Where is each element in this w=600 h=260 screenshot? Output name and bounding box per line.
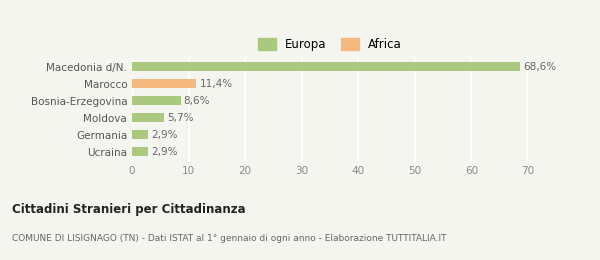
Text: 68,6%: 68,6% xyxy=(523,62,556,72)
Legend: Europa, Africa: Europa, Africa xyxy=(254,34,406,54)
Bar xyxy=(132,79,196,88)
Text: 2,9%: 2,9% xyxy=(151,147,178,157)
Bar xyxy=(132,62,520,71)
Text: 8,6%: 8,6% xyxy=(184,96,210,106)
Text: 11,4%: 11,4% xyxy=(199,79,232,89)
Bar xyxy=(132,96,181,105)
Bar xyxy=(132,113,164,122)
Text: COMUNE DI LISIGNAGO (TN) - Dati ISTAT al 1° gennaio di ogni anno - Elaborazione : COMUNE DI LISIGNAGO (TN) - Dati ISTAT al… xyxy=(12,234,446,243)
Bar xyxy=(132,147,148,157)
Bar xyxy=(132,130,148,139)
Text: 2,9%: 2,9% xyxy=(151,130,178,140)
Text: 5,7%: 5,7% xyxy=(167,113,194,123)
Text: Cittadini Stranieri per Cittadinanza: Cittadini Stranieri per Cittadinanza xyxy=(12,203,245,216)
